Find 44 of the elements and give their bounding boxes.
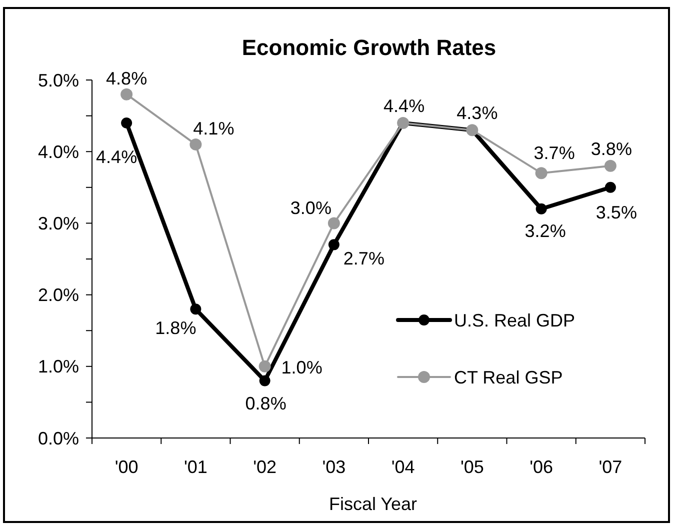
point (536, 203, 547, 214)
point (328, 239, 340, 250)
point (121, 117, 132, 128)
legend-label: CT Real GSP (454, 367, 563, 388)
x-tick-label: '01 (184, 457, 208, 477)
data-label: 4.8% (106, 68, 148, 88)
x-tick-label: '07 (598, 457, 622, 477)
y-tick-label: 1.0% (38, 356, 79, 377)
x-tick-label: '06 (530, 457, 554, 477)
point (190, 138, 202, 150)
point (328, 217, 340, 230)
data-label: 3.2% (524, 220, 566, 241)
point (258, 360, 271, 372)
point (120, 88, 133, 100)
point (604, 160, 616, 172)
data-label: 4.1% (193, 118, 234, 138)
data-label: 0.8% (245, 394, 286, 414)
point (604, 182, 616, 193)
x-tick-label: '05 (460, 457, 484, 477)
x-tick-label: '03 (322, 457, 346, 477)
data-label: 3.8% (590, 138, 632, 159)
data-label: 2.7% (343, 248, 384, 269)
x-tick-label: '04 (391, 457, 415, 477)
y-tick-label: 3.0% (38, 214, 79, 234)
x-tick-label: '02 (253, 457, 277, 477)
data-label: 3.7% (534, 143, 575, 164)
data-label: 1.8% (155, 318, 196, 338)
data-label: 4.4% (96, 146, 138, 167)
y-tick-label: 0.0% (38, 428, 79, 448)
legend-label: U.S. Real GDP (454, 310, 576, 330)
data-label: 4.3% (456, 103, 498, 124)
y-tick-label: 5.0% (38, 70, 79, 90)
data-label: 4.4% (384, 96, 425, 116)
x-tick-label: '00 (114, 457, 138, 477)
data-label: 3.0% (290, 198, 332, 218)
x-axis-title: Fiscal Year (328, 494, 418, 514)
point (259, 375, 270, 386)
y-tick-label: 2.0% (38, 285, 79, 306)
y-tick-label: 4.0% (38, 142, 79, 162)
data-label: 1.0% (281, 357, 322, 378)
data-label: 3.5% (596, 202, 637, 222)
chart-title: Economic Growth Rates (242, 35, 496, 60)
point (190, 304, 202, 315)
point (535, 167, 548, 180)
